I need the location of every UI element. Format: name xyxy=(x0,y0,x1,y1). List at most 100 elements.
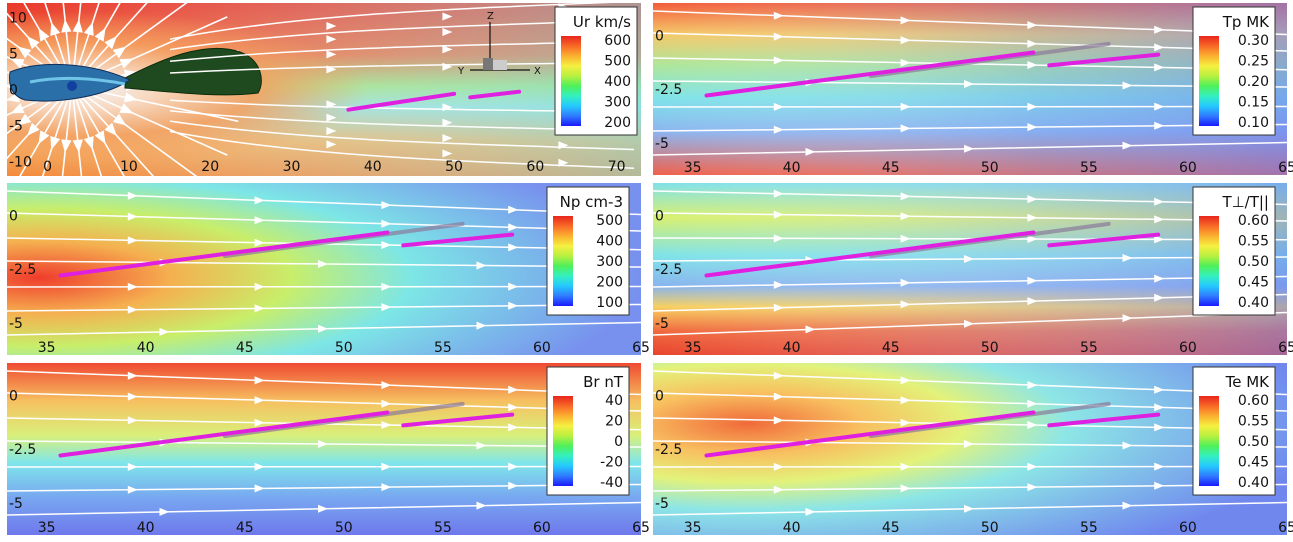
streamline-arrow xyxy=(127,191,138,200)
streamline-arrow xyxy=(964,319,974,328)
streamline-arrow xyxy=(10,58,25,69)
streamline-arrow xyxy=(1027,21,1038,30)
streamline xyxy=(7,465,641,468)
colorbar-tick-label: 0.60 xyxy=(1238,393,1269,409)
colorbar: Br nT 40 20 0 -20 -40 xyxy=(546,366,630,496)
radial-streamline xyxy=(62,3,72,73)
y-tick-label: -5 xyxy=(655,496,669,512)
spacecraft-trajectory xyxy=(401,412,515,428)
streamline-arrow xyxy=(773,416,784,425)
streamline-arrow xyxy=(1154,274,1165,283)
y-tick-label: 0 xyxy=(9,83,18,99)
streamline-arrow xyxy=(381,399,392,408)
radial-streamline xyxy=(72,3,82,73)
y-tick-label: 0 xyxy=(9,388,18,404)
streamline-arrow xyxy=(112,113,127,126)
streamline-arrow xyxy=(127,212,138,221)
colorbar-tick-label: 600 xyxy=(604,33,631,49)
colorbar-tick-label: 0.55 xyxy=(1238,414,1269,430)
streamline-arrow xyxy=(254,484,265,493)
colorbar-title: Np cm-3 xyxy=(560,193,623,211)
panel-te: 35 40 45 50 55 60 65 0 -2.5 -5 Te MK 0.60 0.55 0.50 0.… xyxy=(653,363,1293,536)
colorbar-title: Br nT xyxy=(583,373,624,391)
x-tick-label: 45 xyxy=(882,160,900,176)
colorbar-tick-label: 0.50 xyxy=(1238,434,1269,450)
x-tick-label: 40 xyxy=(137,340,155,356)
y-tick-label: -5 xyxy=(9,316,23,332)
radial-streamline xyxy=(75,3,100,73)
streamline-arrow xyxy=(381,303,392,312)
streamline-arrow xyxy=(964,255,974,263)
radial-streamline xyxy=(80,3,148,77)
streamline-arrow xyxy=(1154,43,1165,52)
x-tick-label: 55 xyxy=(1080,160,1098,176)
streamline-arrow xyxy=(381,462,392,471)
streamline-arrow xyxy=(508,462,519,471)
colorbar-tick-label: 0.40 xyxy=(1238,475,1269,491)
streamline-arrow xyxy=(1154,215,1165,224)
x-tick-label: 45 xyxy=(882,520,900,536)
colorbar-tick-label: -20 xyxy=(600,455,623,471)
x-tick-label: 60 xyxy=(1179,340,1197,356)
streamline-arrow xyxy=(94,130,106,145)
spacecraft-trajectory xyxy=(401,232,515,248)
streamline-arrow xyxy=(773,234,784,243)
x-tick-label: 30 xyxy=(283,159,301,175)
colorbar-tick-label: 0.30 xyxy=(1238,33,1269,49)
streamline-arrow xyxy=(127,236,138,245)
streamline-arrow xyxy=(326,127,337,136)
colorbar-title: Tp MK xyxy=(1222,13,1270,31)
streamline-arrow xyxy=(508,403,519,412)
streamline-arrow xyxy=(38,27,50,42)
streamline-arrow xyxy=(773,189,784,198)
colorbar-tick-label: 0.10 xyxy=(1238,115,1269,131)
streamline-arrow xyxy=(104,122,117,136)
colorbar-tick-label: 20 xyxy=(605,414,623,430)
streamline-arrow xyxy=(508,301,519,310)
streamline-arrow xyxy=(1154,121,1165,130)
colorbar-scale xyxy=(1199,36,1219,126)
streamline-arrow xyxy=(1154,25,1165,34)
streamline-arrow xyxy=(1027,421,1038,430)
colorbar-tick-label: 0.50 xyxy=(1238,254,1269,270)
streamline-arrow xyxy=(127,485,138,494)
streamline-arrow xyxy=(127,416,138,425)
x-tick-label: 35 xyxy=(38,340,56,356)
colorbar-title: Ur km/s xyxy=(573,13,631,31)
axes-triad: Z Y X xyxy=(457,11,541,77)
streamline-arrow xyxy=(1027,399,1038,408)
radial-streamline xyxy=(7,90,60,116)
x-tick-label: 50 xyxy=(445,159,463,175)
streamline-arrow xyxy=(38,130,50,145)
streamline-arrow xyxy=(17,113,32,126)
x-tick-label: 65 xyxy=(1278,160,1293,176)
x-tick-label: 40 xyxy=(137,520,155,536)
streamline-arrow xyxy=(442,149,453,158)
sun xyxy=(67,81,77,91)
streamline xyxy=(7,285,641,288)
x-tick-label: 50 xyxy=(981,520,999,536)
streamline-arrow xyxy=(1027,61,1038,70)
y-tick-label: -2.5 xyxy=(655,442,682,458)
x-tick-label: 65 xyxy=(632,340,650,356)
y-tick-label: -5 xyxy=(655,136,669,152)
streamline-arrow xyxy=(50,22,61,37)
x-tick-label: 60 xyxy=(533,520,551,536)
x-tick-label: 40 xyxy=(783,160,801,176)
streamline-arrow xyxy=(442,134,453,143)
streamline-arrow xyxy=(1027,276,1038,285)
x-tick-label: 20 xyxy=(201,159,219,175)
streamline-arrow xyxy=(442,103,453,112)
streamline-arrow xyxy=(119,103,134,114)
y-tick-label: 0 xyxy=(655,388,664,404)
x-tick-label: 55 xyxy=(1080,340,1098,356)
streamline-arrow xyxy=(1122,441,1133,450)
streamline-arrow xyxy=(508,385,519,394)
streamline xyxy=(653,105,1287,108)
streamline-arrow xyxy=(1154,63,1165,72)
x-tick-label: 45 xyxy=(236,340,254,356)
streamline-arrow xyxy=(127,392,138,401)
x-tick-label: 60 xyxy=(526,159,544,175)
